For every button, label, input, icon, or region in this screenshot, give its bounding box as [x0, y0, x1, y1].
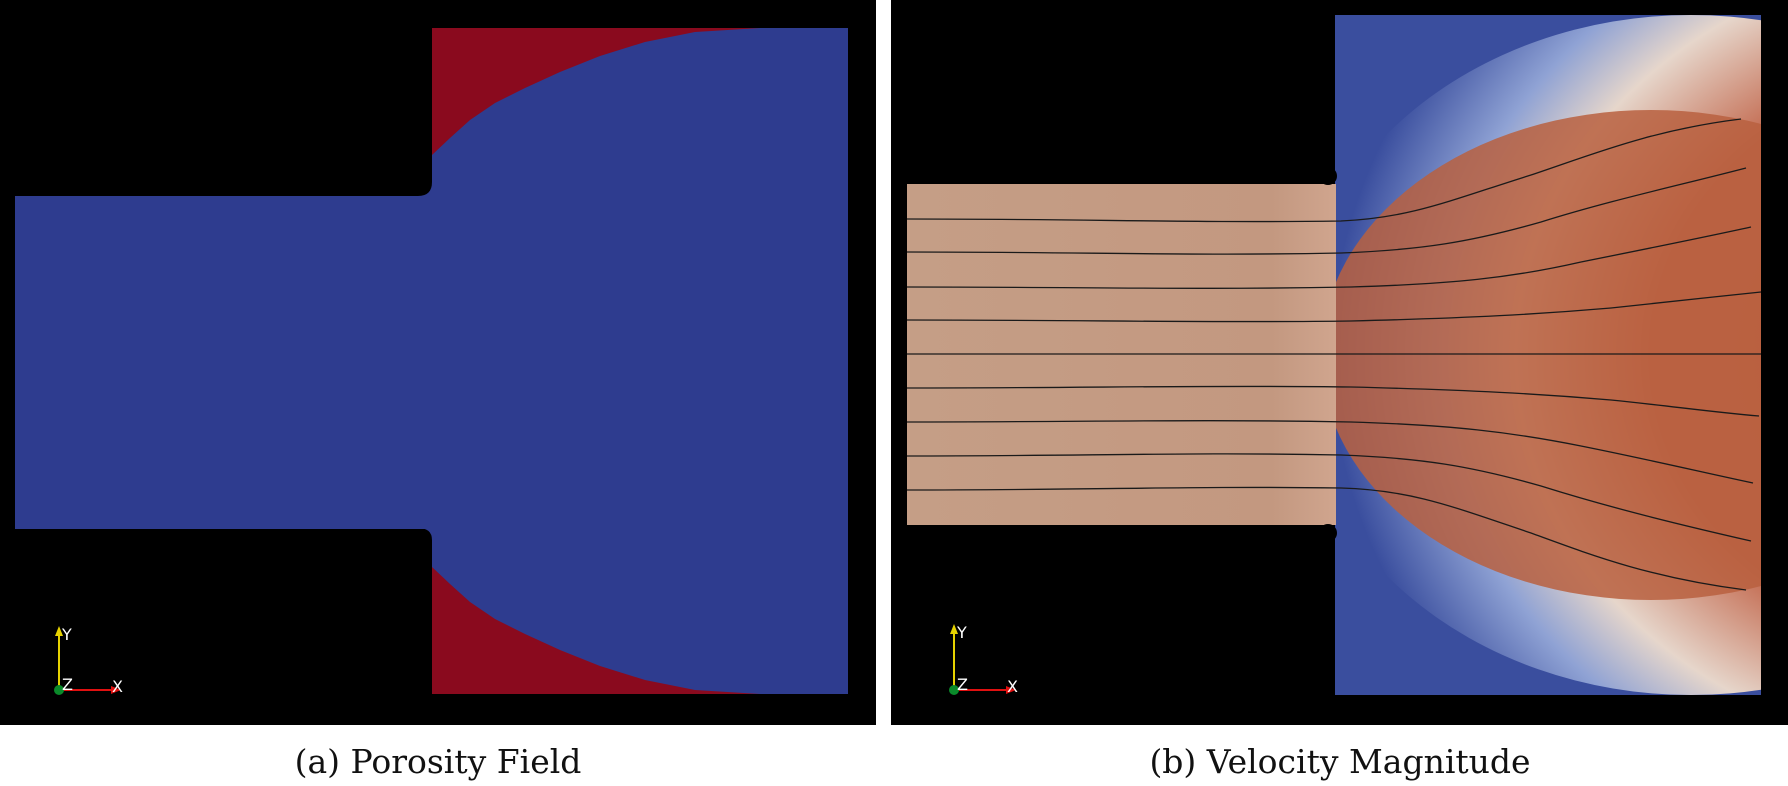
axis-x-label-a: X: [112, 677, 123, 696]
axis-z-label-a: Z: [62, 675, 73, 694]
porosity-inlet-fill: [15, 196, 433, 529]
streamline: [906, 291, 1762, 323]
porosity-fluid-bulge: [432, 28, 848, 694]
axes-triad-a: Y Z X: [54, 625, 123, 696]
axes-triad-b: Y Z X: [949, 623, 1018, 696]
streamline: [906, 453, 1752, 542]
axis-x-label-b: X: [1007, 677, 1018, 696]
velocity-magnitude-render: Y Z X: [891, 0, 1788, 725]
porosity-field-render: Y Z X: [0, 0, 876, 725]
caption-porosity-field: (a) Porosity Field: [294, 742, 582, 781]
axis-z-label-b: Z: [957, 675, 968, 694]
porosity-field-panel: Y Z X: [0, 0, 876, 725]
axis-y-label-b: Y: [956, 623, 967, 642]
streamline: [906, 167, 1747, 255]
streamline: [906, 118, 1742, 223]
streamline: [906, 385, 1760, 417]
streamline: [906, 226, 1752, 289]
axis-y-label-a: Y: [61, 625, 72, 644]
streamline: [906, 420, 1754, 484]
streamline: [906, 486, 1747, 591]
velocity-magnitude-panel: Y Z X: [891, 0, 1788, 725]
streamlines: [906, 118, 1762, 591]
caption-velocity-magnitude: (b) Velocity Magnitude: [1149, 742, 1531, 781]
velocity-core: [1335, 110, 1761, 600]
